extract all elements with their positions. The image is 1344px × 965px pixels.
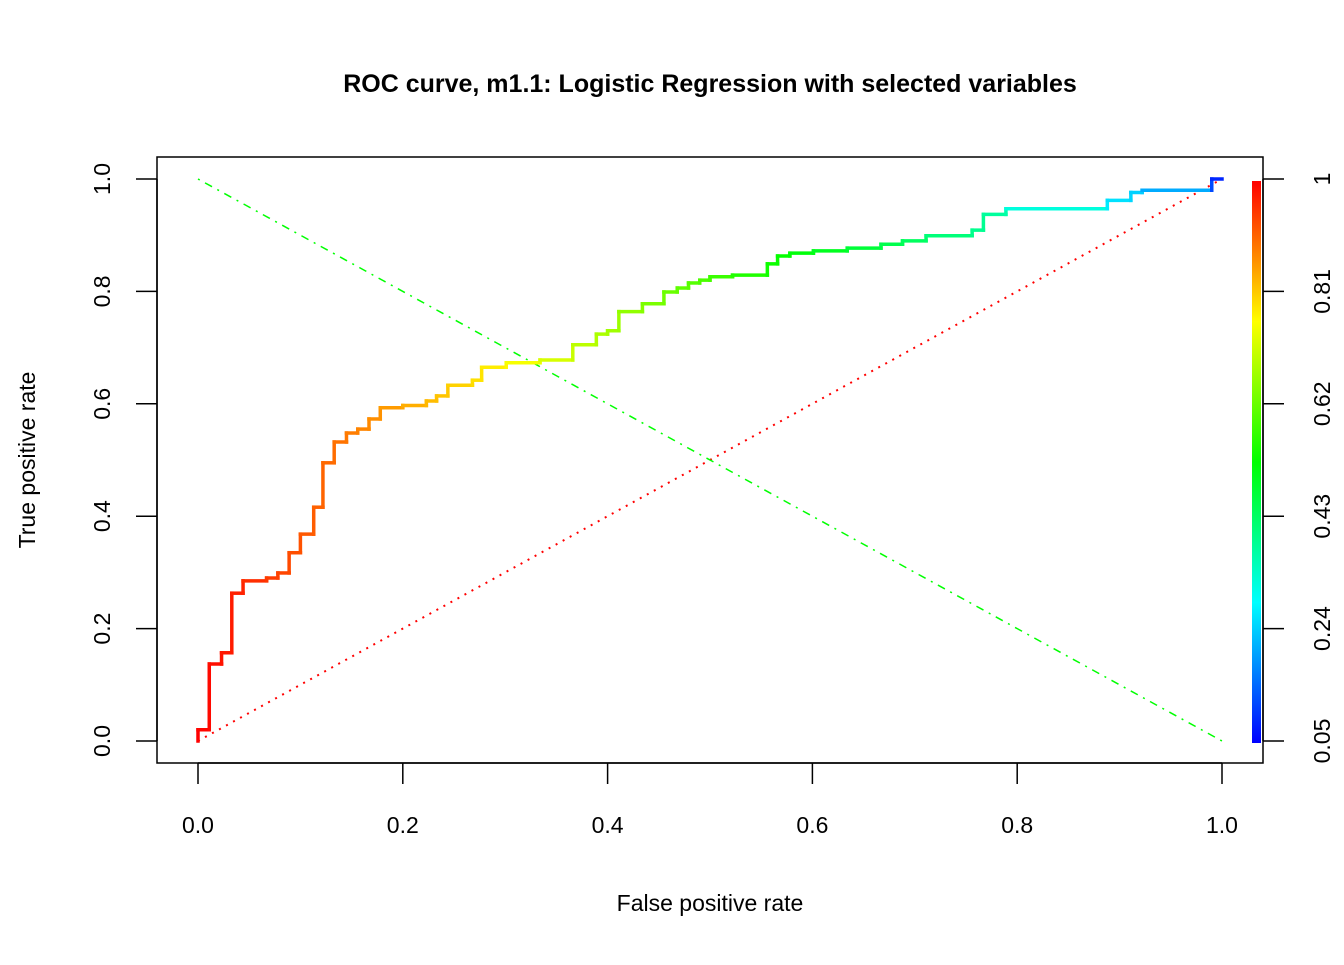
y-tick-label: 1.0 xyxy=(89,163,115,195)
x-axis: 0.0 0.2 0.4 0.6 0.8 1.0 xyxy=(182,762,1238,838)
colorbar-tick-label: 0.81 xyxy=(1309,269,1335,314)
roc-curve xyxy=(196,177,1224,743)
x-tick-label: 1.0 xyxy=(1206,812,1238,838)
anti-diagonal-reference-line xyxy=(197,178,1223,742)
x-tick-label: 0.4 xyxy=(592,812,624,838)
y-tick-label: 0.0 xyxy=(89,725,115,757)
x-tick-label: 0.6 xyxy=(796,812,828,838)
x-tick-label: 0.0 xyxy=(182,812,214,838)
y-axis: 0.0 0.2 0.4 0.6 0.8 1.0 xyxy=(89,163,158,757)
colorbar-tick-label: 0.24 xyxy=(1309,606,1335,651)
y-axis-label: True positive rate xyxy=(14,372,40,549)
colorbar xyxy=(1252,181,1261,743)
colorbar-tick-label: 1 xyxy=(1309,173,1335,186)
colorbar-tick-label: 0.05 xyxy=(1309,719,1335,764)
x-tick-label: 0.2 xyxy=(387,812,419,838)
x-axis-label: False positive rate xyxy=(617,890,804,916)
x-tick-label: 0.8 xyxy=(1001,812,1033,838)
y-tick-label: 0.8 xyxy=(89,275,115,307)
colorbar-tick-label: 0.43 xyxy=(1309,494,1335,539)
colorbar-axis: 0.05 0.24 0.43 0.62 0.81 1 xyxy=(1262,173,1335,764)
chart-title: ROC curve, m1.1: Logistic Regression wit… xyxy=(343,70,1077,98)
colorbar-tick-label: 0.62 xyxy=(1309,381,1335,426)
reference-lines xyxy=(197,178,1223,742)
y-tick-label: 0.2 xyxy=(89,613,115,645)
y-tick-label: 0.6 xyxy=(89,388,115,420)
y-tick-label: 0.4 xyxy=(89,500,115,532)
